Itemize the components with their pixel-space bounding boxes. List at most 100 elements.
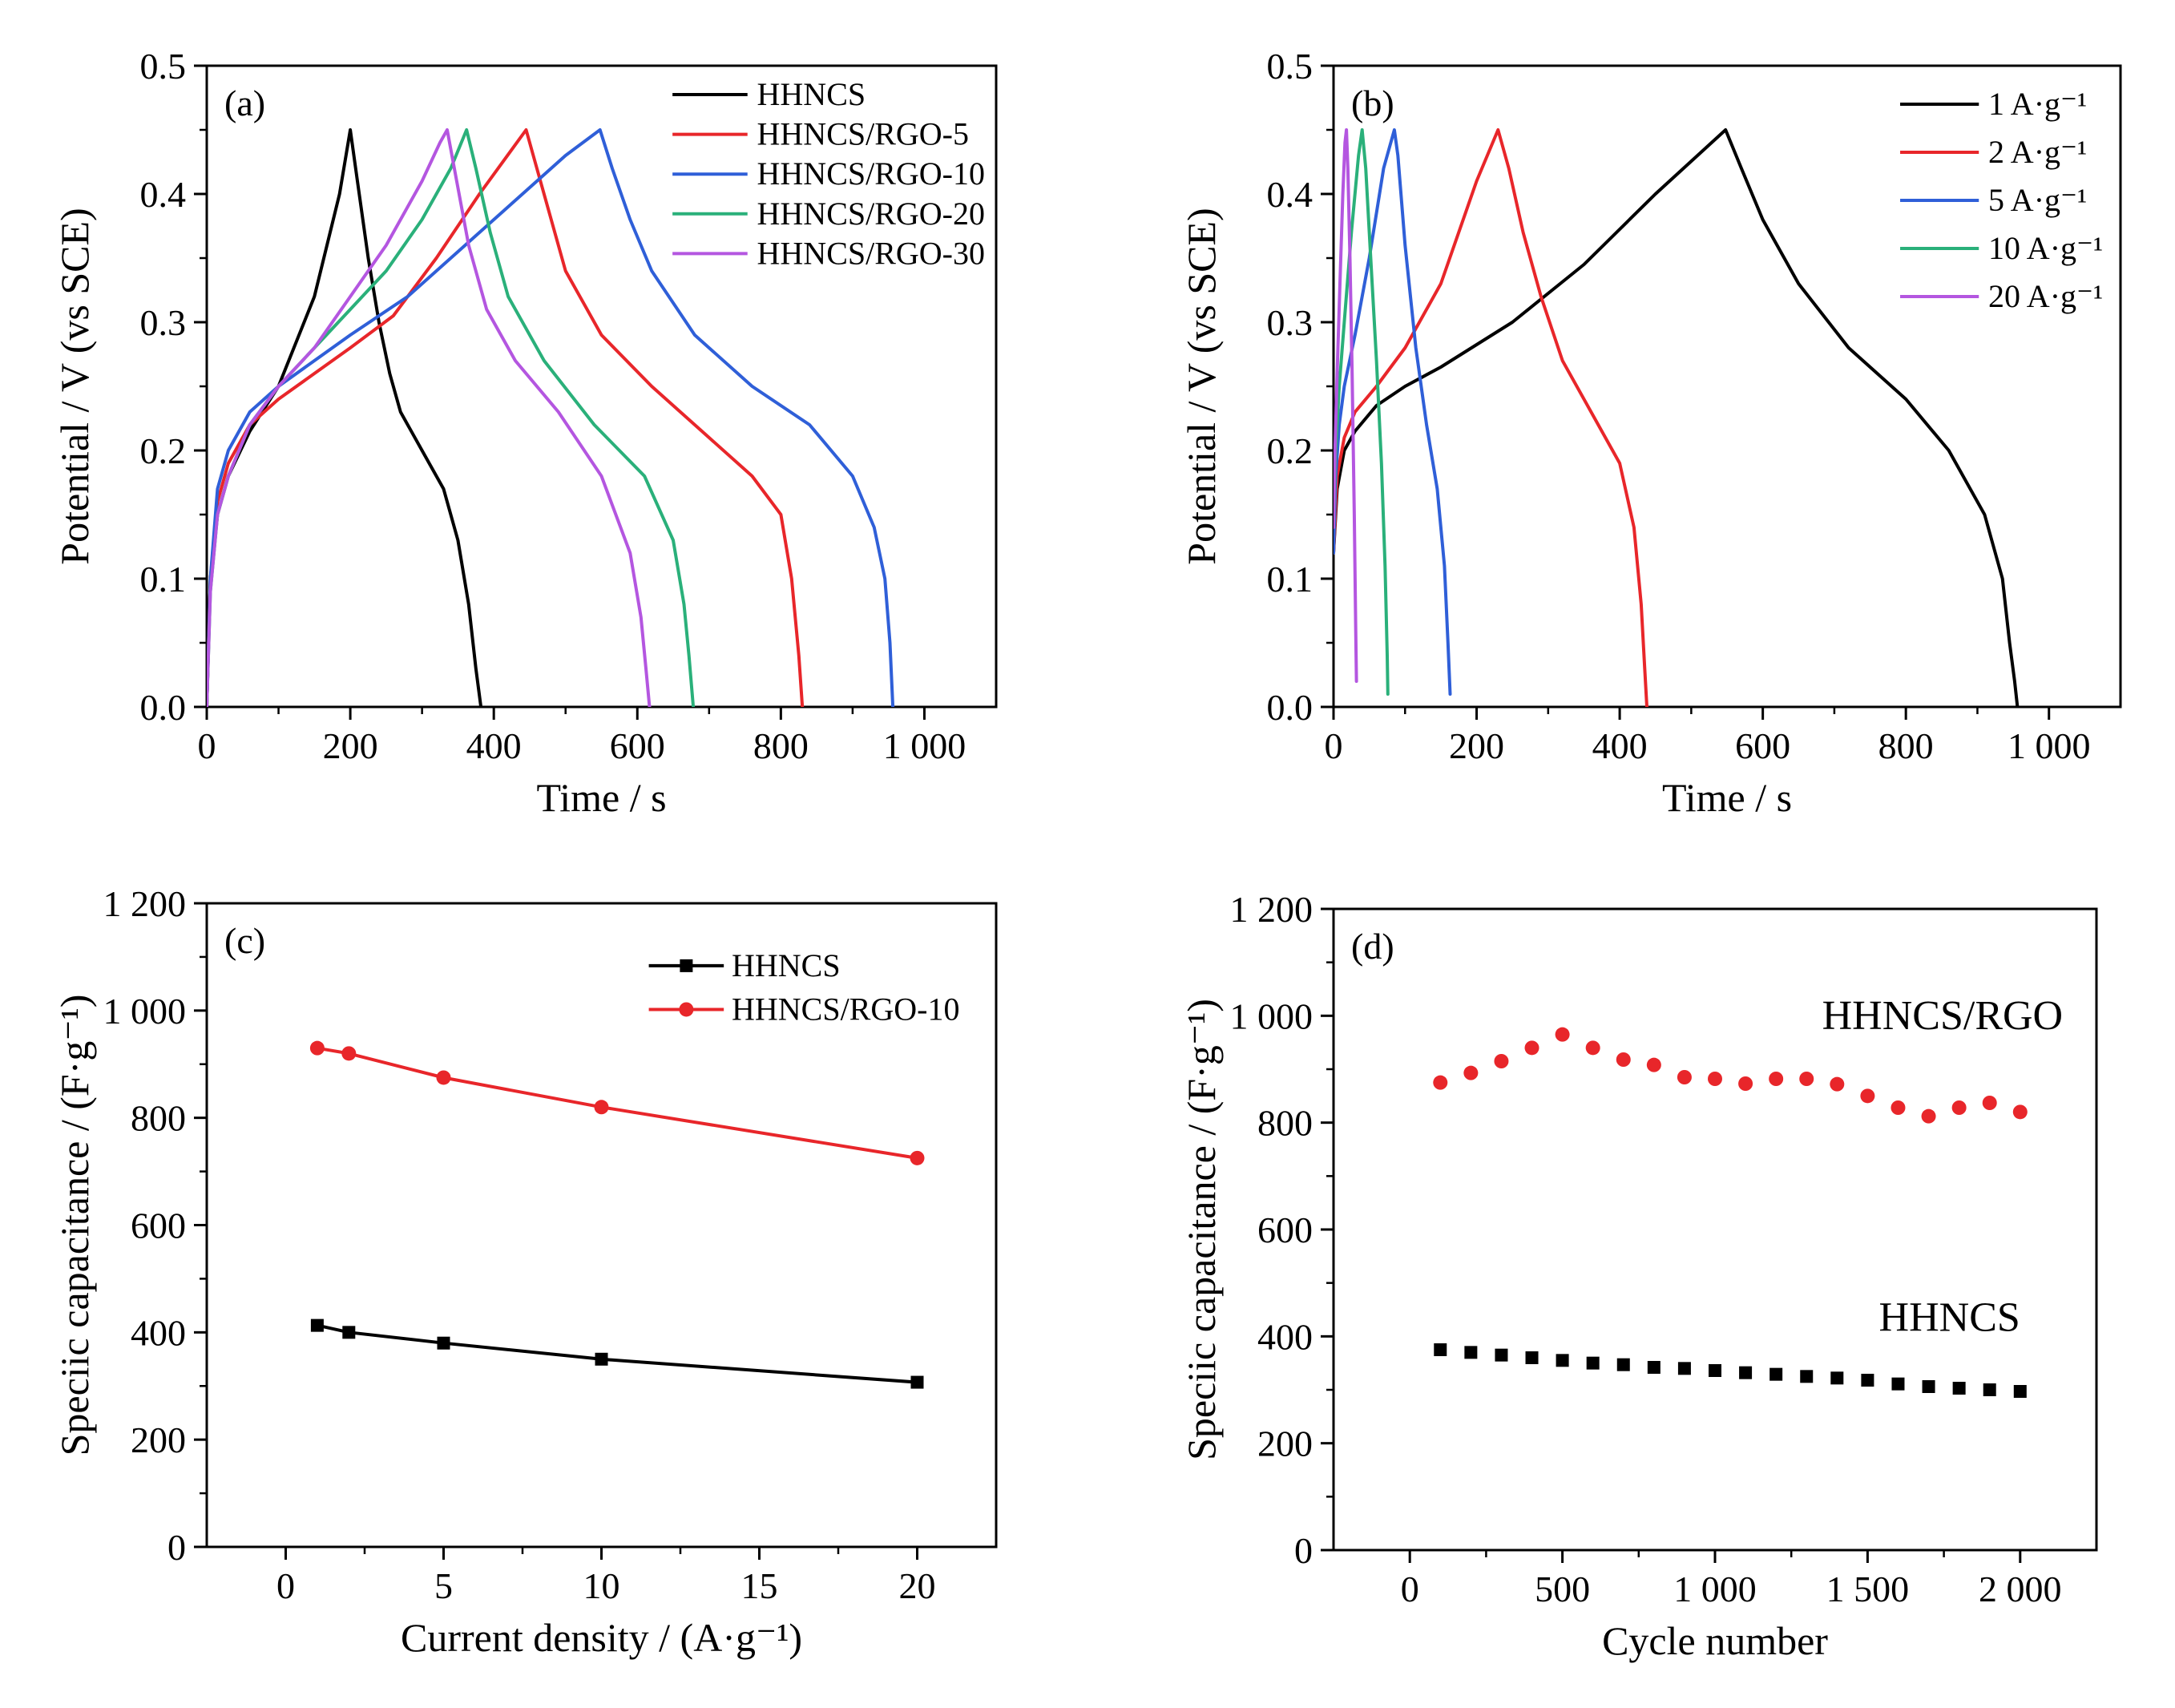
data-point <box>910 1150 925 1165</box>
data-point <box>910 1375 924 1389</box>
x-tick-label: 15 <box>741 1565 778 1606</box>
data-point <box>1860 1088 1875 1104</box>
data-point <box>341 1046 357 1061</box>
data-point <box>1677 1070 1692 1084</box>
y-tick-label: 400 <box>1257 1316 1313 1357</box>
legend-label: HHNCS/RGO-10 <box>757 155 985 192</box>
series-line-3 <box>207 128 696 707</box>
series-group <box>207 128 895 707</box>
x-tick-label: 600 <box>1735 725 1790 766</box>
legend-marker <box>679 1002 694 1017</box>
legend: 1 A·g⁻¹ 2 A·g⁻¹ 5 A·g⁻¹ 10 A·g⁻¹ 20 A·g⁻¹ <box>1900 86 2103 314</box>
panel-label: (d) <box>1351 926 1394 967</box>
y-tick-label: 0 <box>167 1527 186 1568</box>
legend-label: HHNCS <box>757 76 866 112</box>
y-tick-label: 0.2 <box>1267 430 1313 471</box>
data-point <box>1646 1057 1661 1072</box>
data-point <box>595 1352 608 1366</box>
y-tick-label: 0.5 <box>140 46 187 87</box>
data-point <box>2012 1104 2028 1120</box>
legend-item: HHNCS <box>648 947 841 983</box>
y-axis: 0 200 400 600 800 1 000 1 200 <box>1230 889 1334 1571</box>
legend-label: HHNCS/RGO-20 <box>757 196 985 232</box>
data-point <box>1494 1054 1509 1068</box>
x-tick-label: 200 <box>1449 725 1504 766</box>
legend-label: HHNCS/RGO-5 <box>757 116 969 152</box>
panel-label: (b) <box>1351 83 1394 123</box>
legend-label: 20 A·g⁻¹ <box>1988 278 2103 314</box>
data-point <box>1709 1364 1721 1377</box>
y-axis: 0.0 0.1 0.2 0.3 0.4 0.5 <box>140 46 207 728</box>
data-point <box>1830 1371 1844 1385</box>
x-axis-label: Time / s <box>1662 775 1792 820</box>
legend-label: 2 A·g⁻¹ <box>1988 134 2087 170</box>
x-tick-label: 500 <box>1535 1569 1590 1609</box>
data-point <box>1433 1075 1448 1090</box>
x-axis: 0 200 400 600 800 1 000 <box>198 707 966 766</box>
data-point <box>1800 1370 1814 1383</box>
series-line-0 <box>315 1323 919 1384</box>
data-point <box>310 1318 324 1332</box>
x-tick-label: 800 <box>753 725 809 766</box>
series-line-4 <box>207 128 652 707</box>
y-tick-label: 600 <box>1257 1209 1313 1250</box>
y-tick-label: 1 200 <box>103 883 187 924</box>
series-line-1 <box>207 128 805 707</box>
legend-marker <box>680 959 693 972</box>
legend-item: 10 A·g⁻¹ <box>1900 230 2103 266</box>
x-tick-label: 1 000 <box>1673 1569 1757 1609</box>
data-point <box>1555 1027 1570 1042</box>
series-group <box>1433 1027 2028 1398</box>
data-point <box>1586 1356 1600 1370</box>
data-point <box>1647 1361 1661 1374</box>
y-tick-label: 0.0 <box>1267 687 1313 728</box>
data-point <box>437 1336 450 1350</box>
data-point <box>1952 1382 1966 1395</box>
data-point <box>1616 1358 1630 1371</box>
y-tick-label: 200 <box>1257 1423 1313 1464</box>
y-tick-label: 0.3 <box>1267 302 1313 343</box>
legend-label: HHNCS/RGO-10 <box>732 991 959 1027</box>
series-group <box>309 1040 925 1389</box>
legend-label: HHNCS/RGO-30 <box>757 235 985 271</box>
y-tick-label: 800 <box>1257 1103 1313 1144</box>
legend-item: HHNCS/RGO-10 <box>648 991 960 1027</box>
y-tick-label: 800 <box>131 1098 186 1139</box>
y-tick-label: 200 <box>131 1419 186 1460</box>
y-tick-label: 0.2 <box>140 430 187 471</box>
y-tick-label: 0.4 <box>1267 174 1313 215</box>
data-point <box>1891 1377 1905 1391</box>
y-axis: 0.0 0.1 0.2 0.3 0.4 0.5 <box>1267 46 1334 728</box>
x-axis: 0 500 1 000 1 500 2 000 <box>1401 1550 2062 1609</box>
x-axis-label: Time / s <box>536 775 666 820</box>
data-point <box>1708 1072 1722 1086</box>
x-tick-label: 1 500 <box>1826 1569 1910 1609</box>
y-tick-label: 600 <box>131 1205 186 1246</box>
y-tick-label: 0 <box>1294 1530 1313 1571</box>
series-annotation: HHNCS <box>1879 1295 2020 1341</box>
legend-item: 2 A·g⁻¹ <box>1900 134 2087 170</box>
legend-label: 1 A·g⁻¹ <box>1988 86 2087 122</box>
x-tick-label: 2 000 <box>1979 1569 2062 1609</box>
x-tick-label: 1 000 <box>2008 725 2091 766</box>
legend-label: 5 A·g⁻¹ <box>1988 182 2087 218</box>
data-point <box>2013 1385 2027 1398</box>
data-point <box>436 1070 451 1085</box>
data-point <box>1891 1100 1906 1115</box>
data-point <box>1983 1383 1996 1396</box>
data-point <box>1585 1040 1600 1056</box>
panel-a: 0 200 400 600 800 1 000 0.0 0.1 0.2 0.3 0.4 0.5 Time… <box>52 46 998 820</box>
series-annotation: HHNCS/RGO <box>1822 993 2064 1039</box>
legend-label: 10 A·g⁻¹ <box>1988 230 2103 266</box>
x-axis: 0 5 10 15 20 <box>276 1547 936 1606</box>
y-tick-label: 0.4 <box>140 174 187 215</box>
x-tick-label: 800 <box>1878 725 1934 766</box>
data-point <box>1738 1076 1753 1091</box>
series-line-2 <box>207 128 895 707</box>
data-point <box>1434 1343 1447 1356</box>
data-point <box>1524 1040 1539 1056</box>
x-tick-label: 0 <box>1401 1569 1419 1609</box>
y-tick-label: 1 200 <box>1230 889 1313 930</box>
data-point <box>1769 1367 1783 1381</box>
